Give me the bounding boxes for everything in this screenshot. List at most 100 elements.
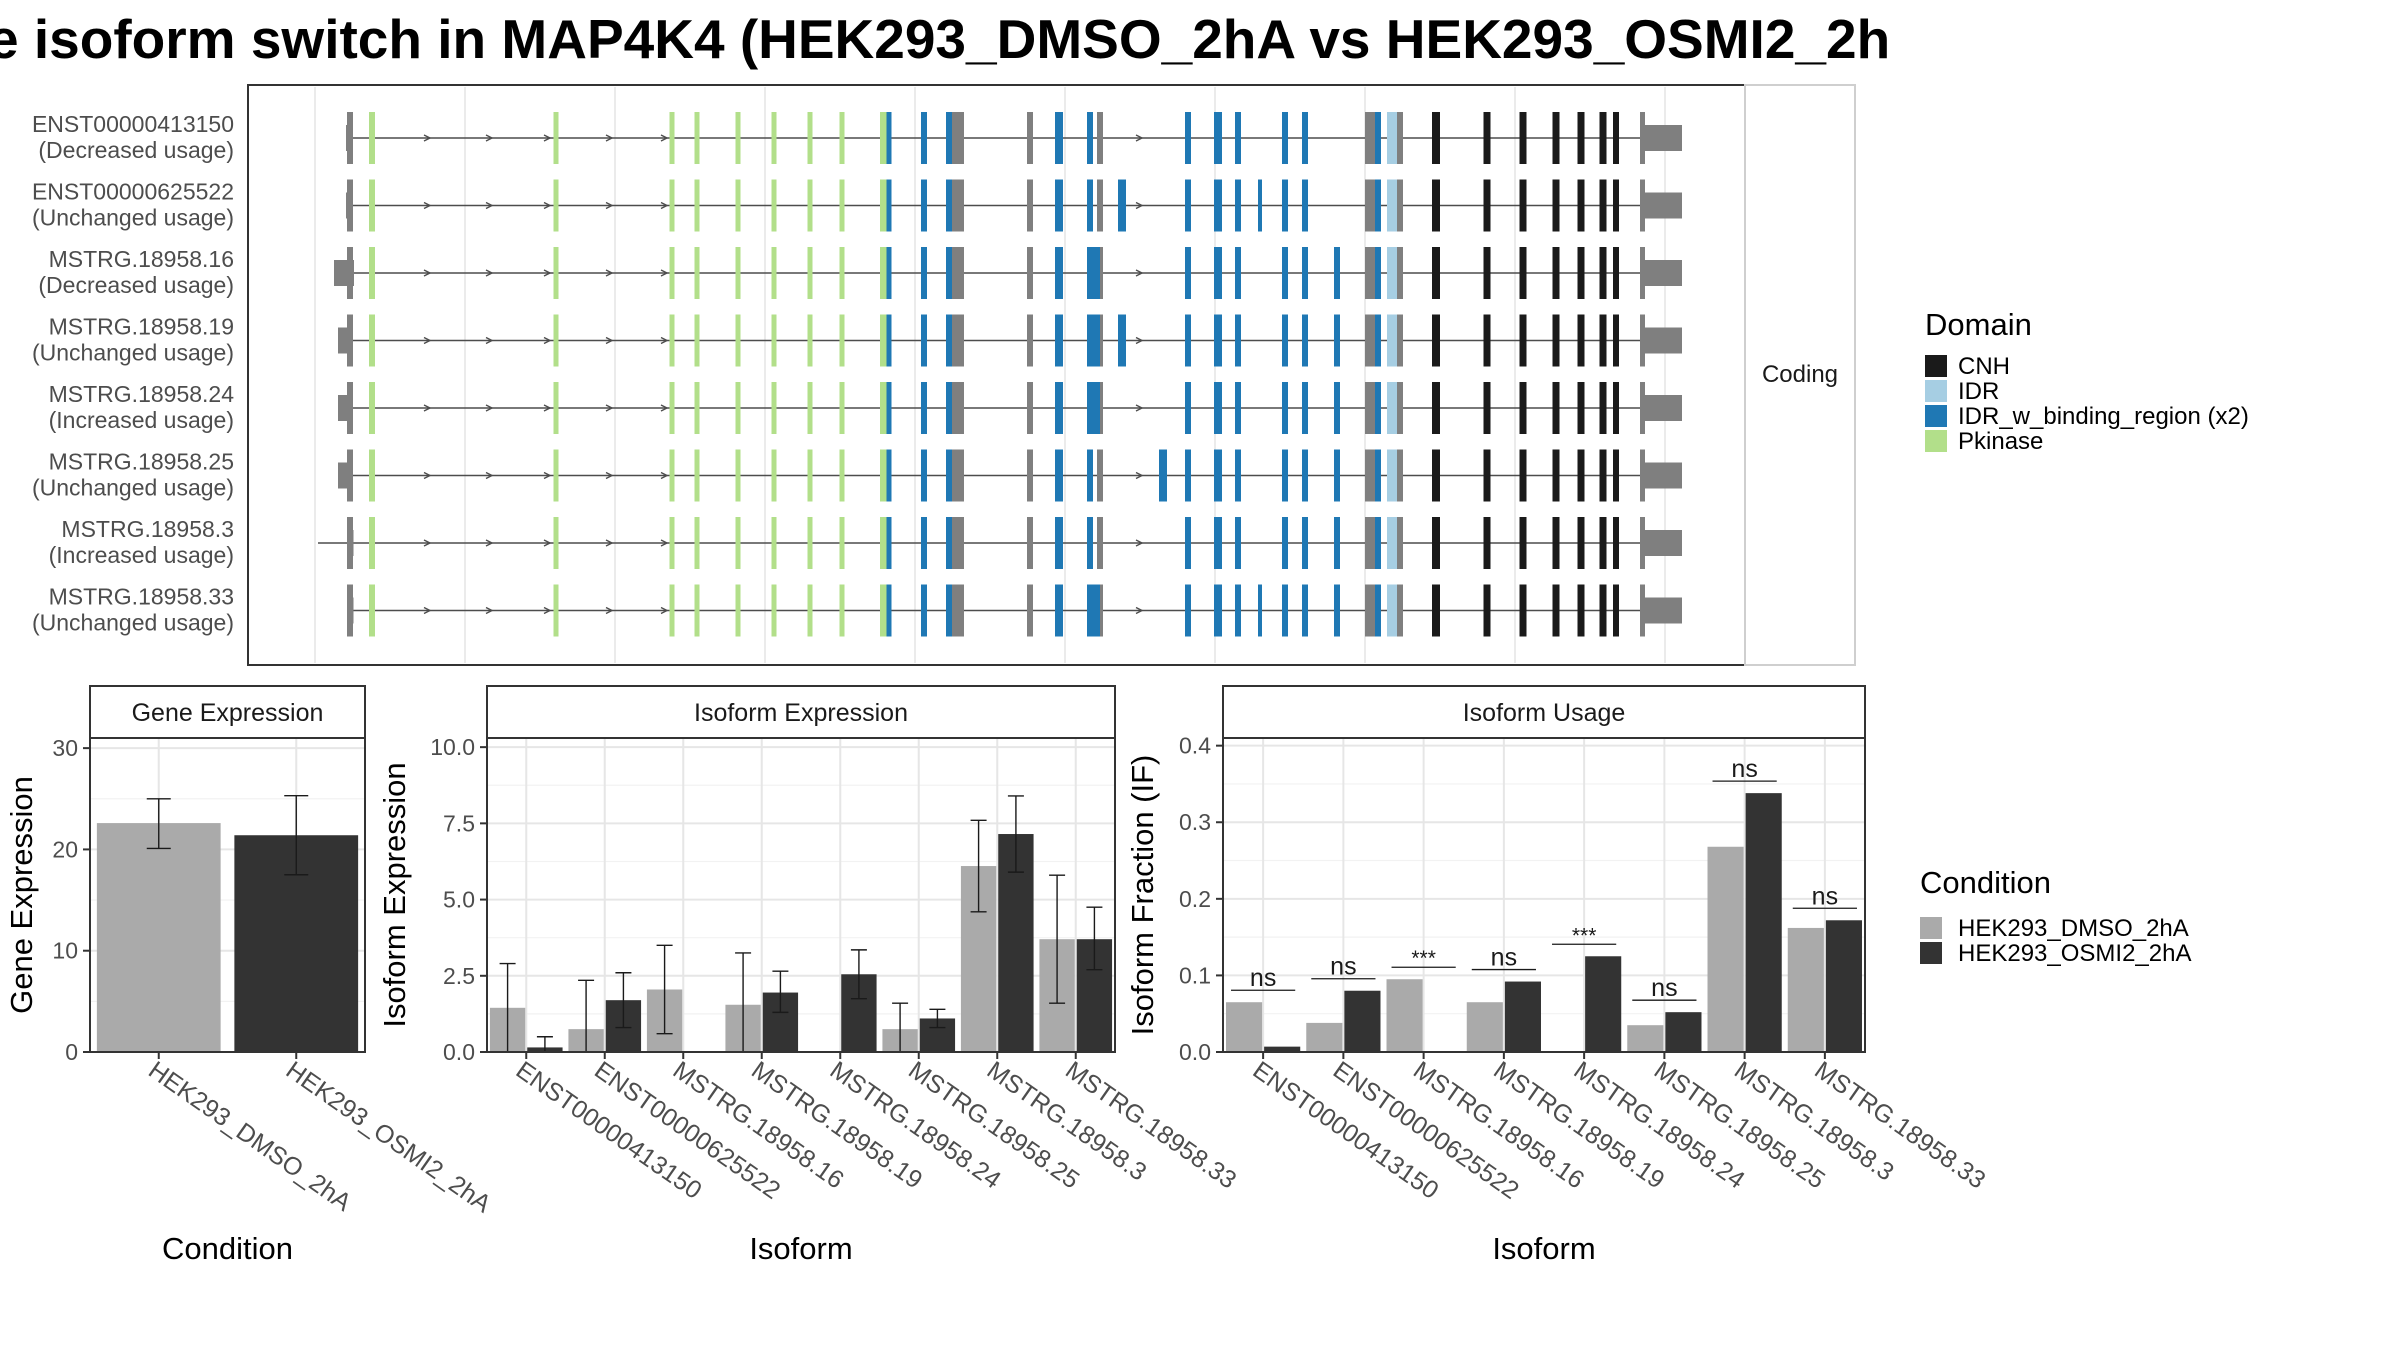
exon bbox=[735, 584, 741, 637]
y-tick-label: 0.1 bbox=[1179, 962, 1211, 988]
isoform-usage: (Unchanged usage) bbox=[32, 475, 234, 501]
exon bbox=[735, 247, 741, 299]
significance-label: ns bbox=[1491, 944, 1517, 972]
exon bbox=[1235, 517, 1241, 569]
exon bbox=[694, 584, 700, 637]
exon bbox=[1235, 449, 1241, 502]
exon bbox=[1483, 314, 1491, 367]
isoform-row: MSTRG.18958.3(Increased usage) bbox=[49, 516, 1682, 569]
exon bbox=[946, 179, 952, 232]
exon bbox=[1519, 179, 1527, 232]
exon bbox=[952, 584, 964, 637]
exon bbox=[1519, 314, 1527, 367]
exon bbox=[1027, 584, 1033, 637]
exon bbox=[839, 179, 845, 232]
exon bbox=[1365, 314, 1375, 367]
exon bbox=[1282, 584, 1288, 637]
direction-arrow bbox=[605, 336, 614, 345]
exon bbox=[1334, 314, 1340, 367]
exon bbox=[1599, 179, 1607, 232]
legend-swatch bbox=[1925, 355, 1947, 377]
exon bbox=[921, 517, 927, 569]
direction-arrow bbox=[1135, 606, 1144, 615]
exon bbox=[1375, 449, 1381, 502]
exon bbox=[1375, 179, 1381, 232]
exon bbox=[886, 314, 892, 367]
exon bbox=[1235, 112, 1241, 164]
exon bbox=[1577, 382, 1585, 434]
exon bbox=[1552, 584, 1560, 637]
exon bbox=[946, 584, 952, 637]
exon bbox=[946, 382, 952, 434]
exon bbox=[921, 247, 927, 299]
direction-arrow bbox=[660, 471, 669, 480]
exon bbox=[1432, 179, 1440, 232]
exon bbox=[369, 179, 375, 232]
exon bbox=[1185, 314, 1191, 367]
direction-arrow bbox=[543, 336, 552, 345]
exon bbox=[1365, 517, 1375, 569]
exon bbox=[735, 517, 741, 569]
exon bbox=[1599, 112, 1607, 164]
exon bbox=[1055, 584, 1063, 637]
direction-arrow bbox=[485, 606, 494, 615]
exon bbox=[807, 517, 813, 569]
isoform-usage: (Unchanged usage) bbox=[32, 340, 234, 366]
exon bbox=[347, 449, 353, 502]
exon bbox=[1432, 314, 1440, 367]
exon bbox=[1640, 517, 1645, 569]
exon bbox=[347, 247, 353, 299]
isoform-row: MSTRG.18958.33(Unchanged usage) bbox=[32, 584, 1682, 637]
direction-arrow bbox=[485, 404, 494, 412]
exon bbox=[1282, 179, 1288, 232]
exon bbox=[880, 382, 888, 434]
direction-arrow bbox=[423, 606, 432, 615]
exon bbox=[1088, 382, 1100, 434]
direction-arrow bbox=[423, 404, 432, 412]
exon bbox=[1519, 449, 1527, 502]
exon bbox=[946, 314, 952, 367]
exon bbox=[1334, 449, 1340, 502]
exon bbox=[1365, 179, 1375, 232]
panel-title: Isoform Usage bbox=[1463, 699, 1626, 727]
exon bbox=[1097, 449, 1103, 502]
direction-arrow bbox=[660, 539, 669, 547]
isoform-name: MSTRG.18958.19 bbox=[49, 314, 234, 340]
isoform-row: ENST00000625522(Unchanged usage) bbox=[32, 179, 1682, 232]
exon bbox=[1365, 584, 1375, 637]
isoform-usage-panel: Isoform Usage0.00.10.20.30.4nsENST000004… bbox=[1125, 685, 1991, 1266]
legend-swatch bbox=[1920, 917, 1942, 939]
significance-label: *** bbox=[1411, 947, 1436, 970]
legend-label: IDR bbox=[1958, 378, 1999, 405]
exon bbox=[1613, 112, 1619, 164]
direction-arrow bbox=[605, 201, 614, 210]
significance-label: ns bbox=[1651, 974, 1677, 1002]
facet-strip bbox=[1744, 84, 1856, 666]
exon bbox=[1185, 517, 1191, 569]
exon bbox=[1599, 449, 1607, 502]
exon bbox=[1334, 584, 1340, 637]
direction-arrow bbox=[543, 404, 552, 412]
direction-arrow bbox=[423, 539, 432, 547]
x-axis-title: Condition bbox=[162, 1231, 293, 1266]
direction-arrow bbox=[660, 336, 669, 345]
exon bbox=[1599, 517, 1607, 569]
exon bbox=[1214, 112, 1222, 164]
exon bbox=[946, 449, 952, 502]
exon bbox=[1577, 517, 1585, 569]
exon bbox=[1159, 449, 1167, 502]
bar bbox=[1787, 927, 1824, 1052]
exon bbox=[1365, 247, 1375, 299]
exon bbox=[1185, 382, 1191, 434]
exon bbox=[553, 314, 559, 367]
direction-arrow bbox=[543, 539, 552, 547]
exon bbox=[694, 382, 700, 434]
exon bbox=[1552, 449, 1560, 502]
isoform-name: ENST00000413150 bbox=[32, 111, 234, 137]
exon bbox=[1055, 247, 1063, 299]
direction-arrow bbox=[660, 269, 669, 277]
exon bbox=[694, 314, 700, 367]
exon bbox=[1055, 314, 1063, 367]
exon bbox=[1258, 584, 1262, 637]
